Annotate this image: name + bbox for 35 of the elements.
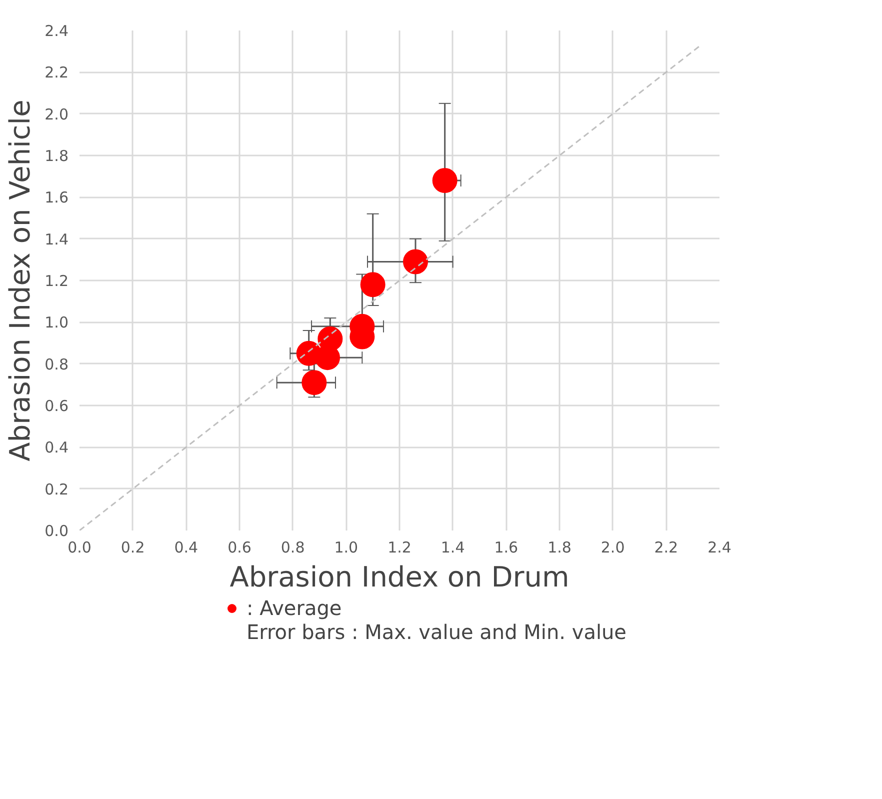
x-axis-title: Abrasion Index on Drum <box>230 560 570 594</box>
y-tick-label: 0.6 <box>44 397 69 415</box>
point <box>403 249 428 274</box>
point <box>315 345 340 370</box>
y-tick-label: 0.4 <box>44 438 69 457</box>
y-tick-label: 2.2 <box>44 64 69 82</box>
y-tick-label: 0.8 <box>44 355 69 374</box>
x-tick-label: 0.6 <box>228 538 252 556</box>
point <box>302 370 327 396</box>
x-tick-label: 1.8 <box>548 538 572 556</box>
x-tick-label: 1.2 <box>388 538 412 556</box>
y-tick-label: 0.2 <box>44 480 69 498</box>
y-axis-title: Abrasion Index on Vehicle <box>4 100 37 462</box>
x-tick-label: 2.2 <box>654 538 678 556</box>
y-tick-label: 1.4 <box>44 230 69 248</box>
y-tick-label: 1.8 <box>44 147 69 165</box>
y-tick-label: 1.0 <box>44 314 69 332</box>
y-tick-label: 1.2 <box>44 272 69 290</box>
x-tick-label: 0.4 <box>174 538 198 556</box>
text: Error bars : Max. value and Min. value <box>246 620 626 644</box>
x-tick-label: 2.4 <box>708 538 732 556</box>
y-tick-label: 2.0 <box>44 105 69 124</box>
point <box>432 168 458 193</box>
x-tick-label: 1.6 <box>494 538 518 556</box>
y-tick-label: 1.6 <box>44 188 69 207</box>
x-tick-label: 0.8 <box>280 538 305 556</box>
x-tick-label: 1.0 <box>334 538 358 556</box>
x-tick-label: 0.0 <box>68 538 92 556</box>
x-tick-label: 1.4 <box>440 538 465 556</box>
x-tick-label: 2.0 <box>600 538 625 556</box>
y-tick-label: 2.4 <box>44 22 69 40</box>
legend-label: : Average <box>246 596 342 620</box>
y-tick-label: 0.0 <box>44 522 69 540</box>
x-tick-label: 0.2 <box>120 538 145 556</box>
point <box>360 272 386 298</box>
